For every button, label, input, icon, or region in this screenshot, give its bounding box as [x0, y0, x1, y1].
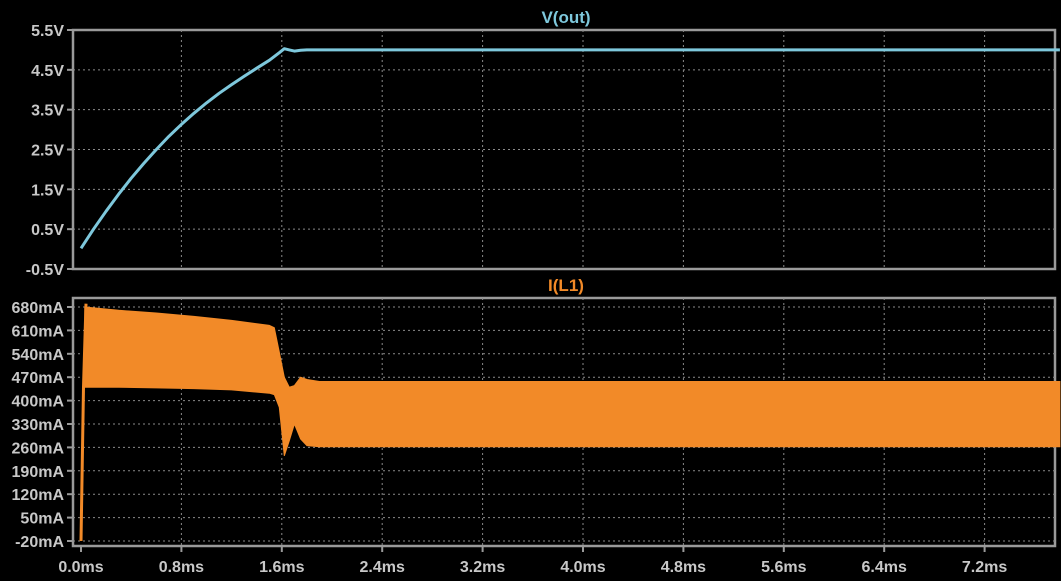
x-tick-label: 2.4ms: [360, 559, 405, 576]
x-tick-label: 4.0ms: [560, 559, 605, 576]
y-tick-label: -20mA: [15, 534, 64, 551]
series-line-vout: [79, 47, 1060, 250]
y-tick-label: 5.5V: [31, 23, 64, 40]
x-tick-label: 5.6ms: [761, 559, 806, 576]
y-tick-label: 680mA: [12, 300, 65, 317]
y-tick-label: 470mA: [12, 370, 65, 387]
series-spike-il1: [79, 303, 88, 542]
y-tick-label: 260mA: [12, 440, 65, 457]
y-tick-label: 120mA: [12, 487, 65, 504]
plot-title: I(L1): [548, 276, 584, 295]
y-tick-label: 190mA: [12, 464, 65, 481]
y-tick-label: 50mA: [20, 511, 64, 528]
y-tick-label: 610mA: [12, 323, 65, 340]
series-band-il1: [84, 306, 1061, 456]
y-tick-label: 330mA: [12, 417, 65, 434]
y-tick-label: 0.5V: [31, 222, 64, 239]
y-tick-label: 3.5V: [31, 103, 64, 120]
x-tick-label: 4.8ms: [661, 559, 706, 576]
y-tick-label: 1.5V: [31, 182, 64, 199]
y-tick-label: 540mA: [12, 347, 65, 364]
plot-title: V(out): [541, 8, 590, 27]
x-tick-label: 6.4ms: [862, 559, 907, 576]
y-tick-label: 4.5V: [31, 63, 64, 80]
x-tick-label: 7.2ms: [962, 559, 1007, 576]
x-tick-label: 3.2ms: [460, 559, 505, 576]
x-tick-label: 0.8ms: [159, 559, 204, 576]
y-tick-label: 400mA: [12, 394, 65, 411]
y-tick-label: -0.5V: [26, 262, 65, 279]
x-tick-label: 0.0ms: [58, 559, 103, 576]
x-tick-label: 1.6ms: [259, 559, 304, 576]
y-tick-label: 2.5V: [31, 143, 64, 160]
